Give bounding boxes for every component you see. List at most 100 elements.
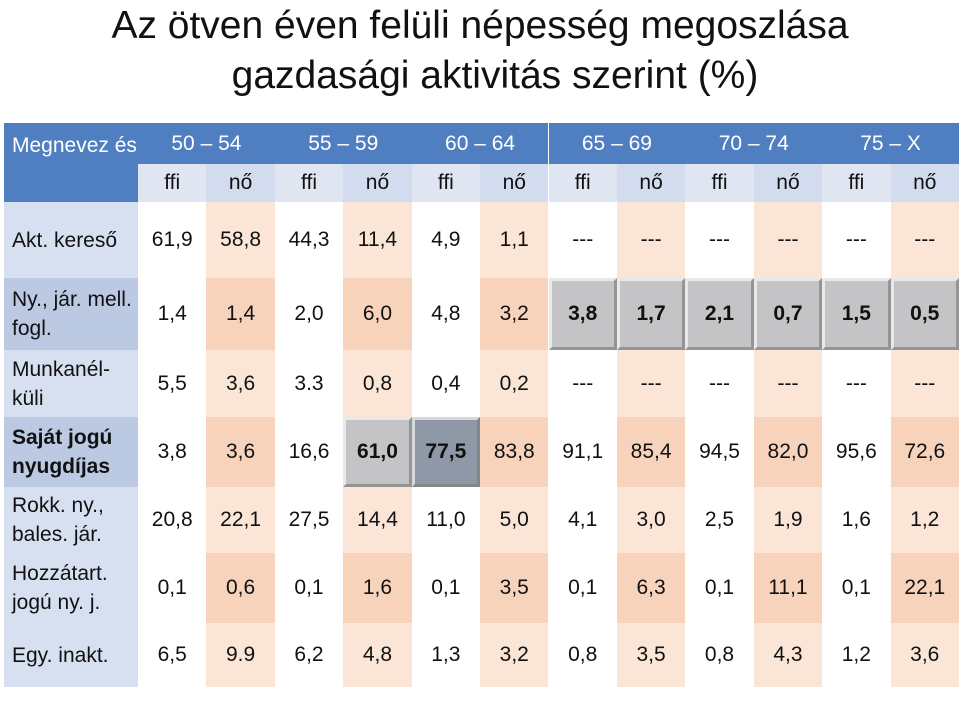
table-cell: 94,5 bbox=[685, 417, 754, 487]
table-cell: 0,1 bbox=[274, 553, 344, 623]
sex-header: ffi bbox=[822, 164, 891, 202]
age-group-header: 75 – X bbox=[822, 123, 959, 164]
table-cell: 1,2 bbox=[890, 487, 959, 553]
table-cell: 22,1 bbox=[890, 553, 959, 623]
table-cell: 1,6 bbox=[822, 487, 891, 553]
table-corner-label: Megnevez és bbox=[4, 123, 138, 202]
row-label: Egy. inakt. bbox=[4, 623, 138, 687]
sex-header: nő bbox=[753, 164, 823, 202]
age-group-header: 70 – 74 bbox=[685, 123, 823, 164]
table-cell: --- bbox=[822, 202, 891, 278]
table-cell: 4,1 bbox=[548, 487, 617, 553]
table-cell: 11,4 bbox=[343, 202, 412, 278]
table-cell: --- bbox=[890, 350, 959, 417]
row-label: Munkanél-küli bbox=[4, 350, 138, 417]
table-cell: --- bbox=[685, 350, 754, 417]
table-cell: 72,6 bbox=[890, 417, 959, 487]
table-cell: 58,8 bbox=[206, 202, 275, 278]
table-cell: 3,0 bbox=[616, 487, 686, 553]
table-cell: 11,0 bbox=[411, 487, 481, 553]
table-cell: 5,5 bbox=[138, 350, 207, 417]
table-cell: 5,0 bbox=[480, 487, 549, 553]
table-cell: 83,8 bbox=[480, 417, 549, 487]
table-cell: 1,9 bbox=[753, 487, 823, 553]
table-cell: 0,8 bbox=[685, 623, 754, 687]
age-group-header: 55 – 59 bbox=[274, 123, 412, 164]
table-cell: --- bbox=[548, 350, 617, 417]
table-cell: 0,2 bbox=[480, 350, 549, 417]
sex-header: ffi bbox=[138, 164, 207, 202]
table-cell: 2,0 bbox=[274, 278, 344, 350]
table-cell: 0,5 bbox=[890, 278, 959, 350]
sex-header: ffi bbox=[548, 164, 617, 202]
row-label: Hozzátart. jogú ny. j. bbox=[4, 553, 138, 623]
title-line-2: gazdasági aktivitás szerint (%) bbox=[231, 54, 759, 97]
table-cell: 44,3 bbox=[274, 202, 344, 278]
table-cell: 95,6 bbox=[822, 417, 891, 487]
table-cell: 27,5 bbox=[274, 487, 344, 553]
sex-header: nő bbox=[616, 164, 686, 202]
table-cell: --- bbox=[685, 202, 754, 278]
table-cell: 6,0 bbox=[343, 278, 412, 350]
table-cell: 1,4 bbox=[138, 278, 207, 350]
table-cell: 0,6 bbox=[206, 553, 275, 623]
sex-header: nő bbox=[206, 164, 275, 202]
age-group-header: 50 – 54 bbox=[138, 123, 275, 164]
activity-table: Megnevez és 50 – 54 55 – 59 60 – 64 65 – 69 7… bbox=[4, 123, 959, 705]
sex-header: ffi bbox=[685, 164, 754, 202]
table-cell: --- bbox=[616, 202, 686, 278]
table-cell: 3,6 bbox=[206, 350, 275, 417]
sex-header: ffi bbox=[411, 164, 481, 202]
table-cell: 3,6 bbox=[206, 417, 275, 487]
table-cell: 11,1 bbox=[753, 553, 823, 623]
table-cell: 0,1 bbox=[138, 553, 207, 623]
table-cell: 3,5 bbox=[480, 553, 549, 623]
table-cell: 22,1 bbox=[206, 487, 275, 553]
table-cell: 61,0 bbox=[343, 417, 412, 487]
table-cell: 4,8 bbox=[343, 623, 412, 687]
table-cell: --- bbox=[616, 350, 686, 417]
sex-header: nő bbox=[343, 164, 412, 202]
row-label: Akt. kereső bbox=[4, 202, 138, 278]
table-cell: 1,1 bbox=[480, 202, 549, 278]
table-cell: --- bbox=[890, 202, 959, 278]
age-group-header: 65 – 69 bbox=[548, 123, 686, 164]
table-cell: 0,1 bbox=[685, 553, 754, 623]
table-cell: 82,0 bbox=[753, 417, 823, 487]
table-cell: --- bbox=[548, 202, 617, 278]
table-cell: --- bbox=[753, 350, 823, 417]
table-cell: 3,8 bbox=[138, 417, 207, 487]
slide-title: Az ötven éven felüli népesség megoszlása… bbox=[0, 0, 960, 102]
table-cell: 4,8 bbox=[411, 278, 481, 350]
sex-header: nő bbox=[480, 164, 549, 202]
table-cell: 0,4 bbox=[411, 350, 481, 417]
table-cell: 4,3 bbox=[753, 623, 823, 687]
table-cell: 85,4 bbox=[616, 417, 686, 487]
table-cell: 3,5 bbox=[616, 623, 686, 687]
table-cell: 1,5 bbox=[822, 278, 891, 350]
table-cell: 61,9 bbox=[138, 202, 207, 278]
table-cell: 14,4 bbox=[343, 487, 412, 553]
table-cell: 0,1 bbox=[822, 553, 891, 623]
table-cell: 6,5 bbox=[138, 623, 207, 687]
table-cell: 4,9 bbox=[411, 202, 481, 278]
table-cell: 6,3 bbox=[616, 553, 686, 623]
table-cell: 1,3 bbox=[411, 623, 481, 687]
table-cell: 0,1 bbox=[411, 553, 481, 623]
table-cell: --- bbox=[753, 202, 823, 278]
table-cell: 3,8 bbox=[548, 278, 617, 350]
table-cell: 1,6 bbox=[343, 553, 412, 623]
row-label: Rokk. ny., bales. jár. bbox=[4, 487, 138, 553]
table-cell: 3,6 bbox=[890, 623, 959, 687]
table-cell: 20,8 bbox=[138, 487, 207, 553]
table-cell: 0,8 bbox=[548, 623, 617, 687]
table-cell: 0,7 bbox=[753, 278, 823, 350]
table-cell: 0,8 bbox=[343, 350, 412, 417]
table-cell: 1,4 bbox=[206, 278, 275, 350]
sex-header: nő bbox=[890, 164, 959, 202]
table-cell: 77,5 bbox=[411, 417, 481, 487]
table-cell: 9.9 bbox=[206, 623, 275, 687]
row-label: Saját jogú nyugdíjas bbox=[4, 417, 138, 487]
table-cell: 1,7 bbox=[616, 278, 686, 350]
table-cell: 91,1 bbox=[548, 417, 617, 487]
